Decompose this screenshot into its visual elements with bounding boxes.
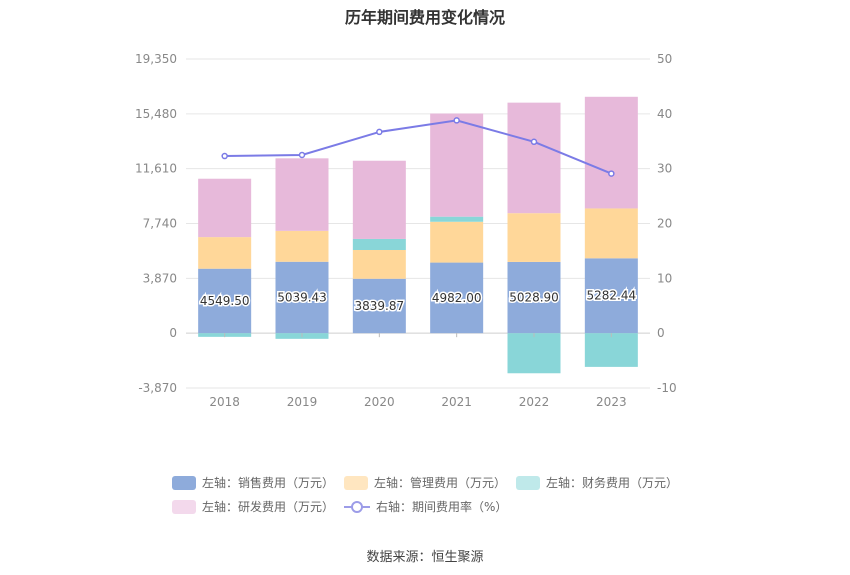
chart-title: 历年期间费用变化情况 — [344, 8, 505, 27]
bar-2020-series-2 — [352, 238, 406, 250]
legend-label-sales: 左轴：销售费用（万元） — [202, 476, 335, 490]
bars — [198, 96, 638, 374]
legend-swatch-admin — [344, 475, 368, 490]
data-label-sales-2022: 5028.90 — [509, 291, 559, 305]
bar-2021-series-1 — [430, 221, 484, 263]
bar-2019-series-3 — [275, 158, 329, 231]
rate-line-path — [224, 119, 612, 175]
bar-2023-series-1 — [584, 208, 638, 259]
data-label-sales-2018: 4549.50 — [200, 294, 250, 308]
legend-swatch-rnd — [172, 499, 196, 514]
bar-2023-series-2 — [584, 333, 638, 367]
legend-line-icon — [344, 500, 370, 513]
bar-2021-series-0 — [430, 262, 484, 334]
data-label-sales-2021: 4982.00 — [432, 291, 482, 305]
legend-item-finance[interactable]: 左轴：财务费用（万元） — [516, 474, 678, 491]
bar-2020-series-3 — [352, 160, 406, 239]
bar-2021-series-2 — [430, 216, 484, 222]
data-label-sales-2023: 5282.44 — [587, 289, 637, 303]
legend-swatch-finance — [516, 475, 540, 490]
x-tick-label: 2020 — [364, 395, 395, 409]
data-label-sales-2019: 5039.43 — [277, 290, 327, 304]
bar-2019-series-0 — [275, 261, 329, 334]
right-tick-label: 0 — [657, 326, 665, 340]
axes: 19,350 50 15,480 40 11,610 30 7,740 20 3,870 10 0 0… — [135, 52, 677, 409]
x-tick-label: 2018 — [209, 395, 240, 409]
bar-2020-series-1 — [352, 249, 406, 279]
bar-2021-series-3 — [430, 113, 484, 217]
bar-2023-series-0 — [584, 258, 638, 334]
right-tick-label: 30 — [657, 162, 672, 176]
left-tick-label: -3,870 — [138, 381, 177, 395]
right-tick-label: 40 — [657, 107, 672, 121]
bar-2023-series-3 — [584, 96, 638, 209]
legend-item-admin[interactable]: 左轴：管理费用（万元） — [344, 474, 506, 491]
legend-item-rnd[interactable]: 左轴：研发费用（万元） — [172, 498, 334, 515]
legend-label-rnd: 左轴：研发费用（万元） — [202, 500, 335, 514]
legend-label-admin: 左轴：管理费用（万元） — [374, 476, 507, 490]
right-tick-label: -10 — [657, 381, 677, 395]
rate-point-2023 — [608, 170, 615, 177]
left-tick-label: 7,740 — [143, 217, 177, 231]
grid-lines — [186, 58, 650, 389]
bar-2022-series-1 — [507, 213, 561, 262]
left-tick-label: 3,870 — [143, 271, 177, 285]
right-tick-label: 50 — [657, 52, 672, 66]
legend-item-rate[interactable]: 右轴：期间费用率（%） — [344, 498, 507, 515]
x-tick-label: 2022 — [519, 395, 550, 409]
rate-point-2018 — [221, 152, 228, 160]
left-tick-label: 19,350 — [135, 52, 177, 66]
right-tick-label: 10 — [657, 271, 672, 285]
right-tick-label: 20 — [657, 217, 672, 231]
bar-2022-series-3 — [507, 102, 561, 214]
source-note: 数据来源：恒生聚源 — [366, 550, 484, 565]
legend-label-rate: 右轴：期间费用率（%） — [376, 500, 508, 514]
bar-2018-series-0 — [198, 268, 252, 334]
bar-2018-series-1 — [198, 237, 252, 269]
bar-2020-series-0 — [352, 278, 406, 334]
bar-2022-series-0 — [507, 261, 561, 334]
data-labels: 4549.50 5039.43 3839.87 4982.00 5028.90 5282.… — [198, 287, 637, 314]
rate-point-2019 — [298, 151, 306, 159]
legend-item-sales[interactable]: 左轴：销售费用（万元） — [172, 474, 334, 491]
rate-point-2021 — [453, 117, 460, 124]
rate-point-2022 — [530, 138, 538, 146]
bar-2022-series-2 — [507, 333, 561, 374]
legend-label-finance: 左轴：财务费用（万元） — [546, 476, 679, 490]
x-tick-label: 2019 — [287, 395, 318, 409]
bar-2019-series-1 — [275, 230, 329, 262]
legend-swatch-sales — [172, 475, 196, 490]
x-tick-label: 2021 — [441, 395, 472, 409]
rate-line — [221, 117, 615, 177]
data-label-sales-2020: 3839.87 — [355, 299, 405, 313]
x-tick-label: 2023 — [596, 395, 627, 409]
left-tick-label: 11,610 — [135, 162, 177, 176]
rate-point-2020 — [376, 128, 383, 136]
left-tick-label: 0 — [169, 326, 177, 340]
left-tick-label: 15,480 — [135, 107, 177, 121]
bar-2018-series-3 — [198, 178, 252, 238]
